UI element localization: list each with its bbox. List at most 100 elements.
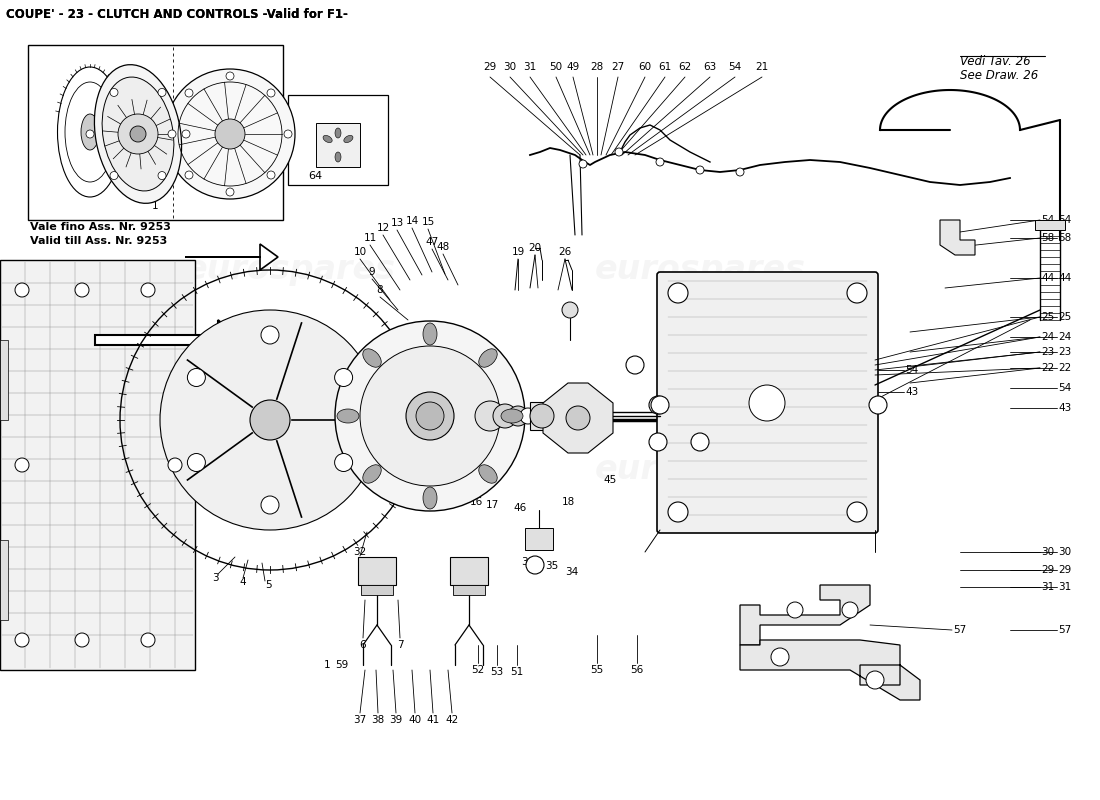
- Text: 59: 59: [336, 660, 349, 670]
- Bar: [28, 45, 283, 220]
- Circle shape: [847, 502, 867, 522]
- Circle shape: [261, 326, 279, 344]
- Text: 35: 35: [546, 561, 559, 571]
- Circle shape: [416, 402, 444, 430]
- Text: 47: 47: [426, 237, 439, 247]
- Text: 29: 29: [1042, 565, 1055, 575]
- Circle shape: [493, 404, 517, 428]
- Circle shape: [771, 648, 789, 666]
- Text: eurospares: eurospares: [594, 254, 805, 286]
- Circle shape: [696, 166, 704, 174]
- Ellipse shape: [81, 114, 99, 150]
- Text: 36: 36: [521, 557, 535, 567]
- Text: 31: 31: [1058, 582, 1071, 592]
- Ellipse shape: [363, 465, 382, 483]
- Text: 39: 39: [389, 715, 403, 725]
- Circle shape: [75, 283, 89, 297]
- Text: 37: 37: [353, 715, 366, 725]
- Ellipse shape: [323, 135, 332, 142]
- Circle shape: [736, 168, 744, 176]
- Circle shape: [786, 602, 803, 618]
- Circle shape: [226, 188, 234, 196]
- Text: 22: 22: [1058, 363, 1071, 373]
- Text: Vale fino Ass. Nr. 9253: Vale fino Ass. Nr. 9253: [30, 222, 170, 232]
- Text: 54: 54: [1058, 215, 1071, 225]
- Text: 11: 11: [363, 233, 376, 243]
- Circle shape: [334, 369, 353, 386]
- Text: 9: 9: [368, 267, 375, 277]
- Bar: [450, 557, 488, 585]
- Circle shape: [691, 433, 710, 451]
- Circle shape: [86, 130, 94, 138]
- Circle shape: [668, 283, 688, 303]
- Circle shape: [187, 454, 206, 471]
- Circle shape: [626, 356, 644, 374]
- Text: 24: 24: [1058, 332, 1071, 342]
- Text: B: B: [697, 438, 703, 446]
- Text: 42: 42: [446, 715, 459, 725]
- Text: 43: 43: [905, 387, 918, 397]
- Circle shape: [15, 458, 29, 472]
- Circle shape: [562, 302, 578, 318]
- Circle shape: [651, 396, 669, 414]
- Circle shape: [250, 400, 290, 440]
- Bar: [316, 123, 360, 167]
- Circle shape: [141, 633, 155, 647]
- Circle shape: [187, 369, 206, 386]
- Text: 14: 14: [406, 216, 419, 226]
- Text: 46: 46: [514, 503, 527, 513]
- Text: 10: 10: [353, 247, 366, 257]
- Ellipse shape: [478, 465, 497, 483]
- Text: 15: 15: [421, 217, 434, 227]
- Text: 52: 52: [472, 665, 485, 675]
- Ellipse shape: [424, 323, 437, 345]
- Text: 25: 25: [1058, 312, 1071, 322]
- Text: 32: 32: [353, 547, 366, 557]
- Circle shape: [615, 148, 623, 156]
- Text: 54: 54: [905, 365, 918, 375]
- Circle shape: [656, 158, 664, 166]
- Ellipse shape: [337, 409, 359, 423]
- Text: 43: 43: [1058, 403, 1071, 413]
- Circle shape: [130, 126, 146, 142]
- Text: 23: 23: [1042, 347, 1055, 357]
- Polygon shape: [940, 220, 975, 255]
- Circle shape: [334, 454, 353, 471]
- Ellipse shape: [102, 77, 174, 191]
- Text: 4: 4: [240, 577, 246, 587]
- Text: 29: 29: [1058, 565, 1071, 575]
- Circle shape: [110, 171, 118, 179]
- Circle shape: [842, 602, 858, 618]
- Ellipse shape: [424, 487, 437, 509]
- Circle shape: [75, 633, 89, 647]
- Circle shape: [406, 392, 454, 440]
- Text: 1: 1: [152, 201, 158, 211]
- Text: 40: 40: [408, 715, 421, 725]
- Text: 55: 55: [591, 665, 604, 675]
- Circle shape: [168, 130, 176, 138]
- Circle shape: [847, 283, 867, 303]
- Circle shape: [165, 69, 295, 199]
- Text: 31: 31: [1042, 582, 1055, 592]
- Text: 60: 60: [638, 62, 651, 72]
- Polygon shape: [543, 383, 613, 453]
- Text: 54: 54: [1042, 215, 1055, 225]
- Circle shape: [649, 433, 667, 451]
- Circle shape: [160, 310, 380, 530]
- Text: eurospares: eurospares: [594, 454, 805, 486]
- Text: 58: 58: [1042, 233, 1055, 243]
- Circle shape: [336, 321, 525, 511]
- Circle shape: [182, 130, 190, 138]
- Ellipse shape: [363, 349, 382, 367]
- Text: 54: 54: [1058, 383, 1071, 393]
- Bar: [0, 260, 195, 670]
- Circle shape: [520, 408, 536, 424]
- Bar: [358, 557, 396, 585]
- Text: 8: 8: [376, 285, 383, 295]
- Text: COUPE' - 23 - CLUTCH AND CONTROLS -Valid for F1-: COUPE' - 23 - CLUTCH AND CONTROLS -Valid…: [6, 8, 348, 21]
- Text: 57: 57: [1058, 625, 1071, 635]
- Text: 24: 24: [1042, 332, 1055, 342]
- Text: 30: 30: [1042, 547, 1055, 557]
- Text: 2: 2: [145, 190, 152, 200]
- Circle shape: [15, 633, 29, 647]
